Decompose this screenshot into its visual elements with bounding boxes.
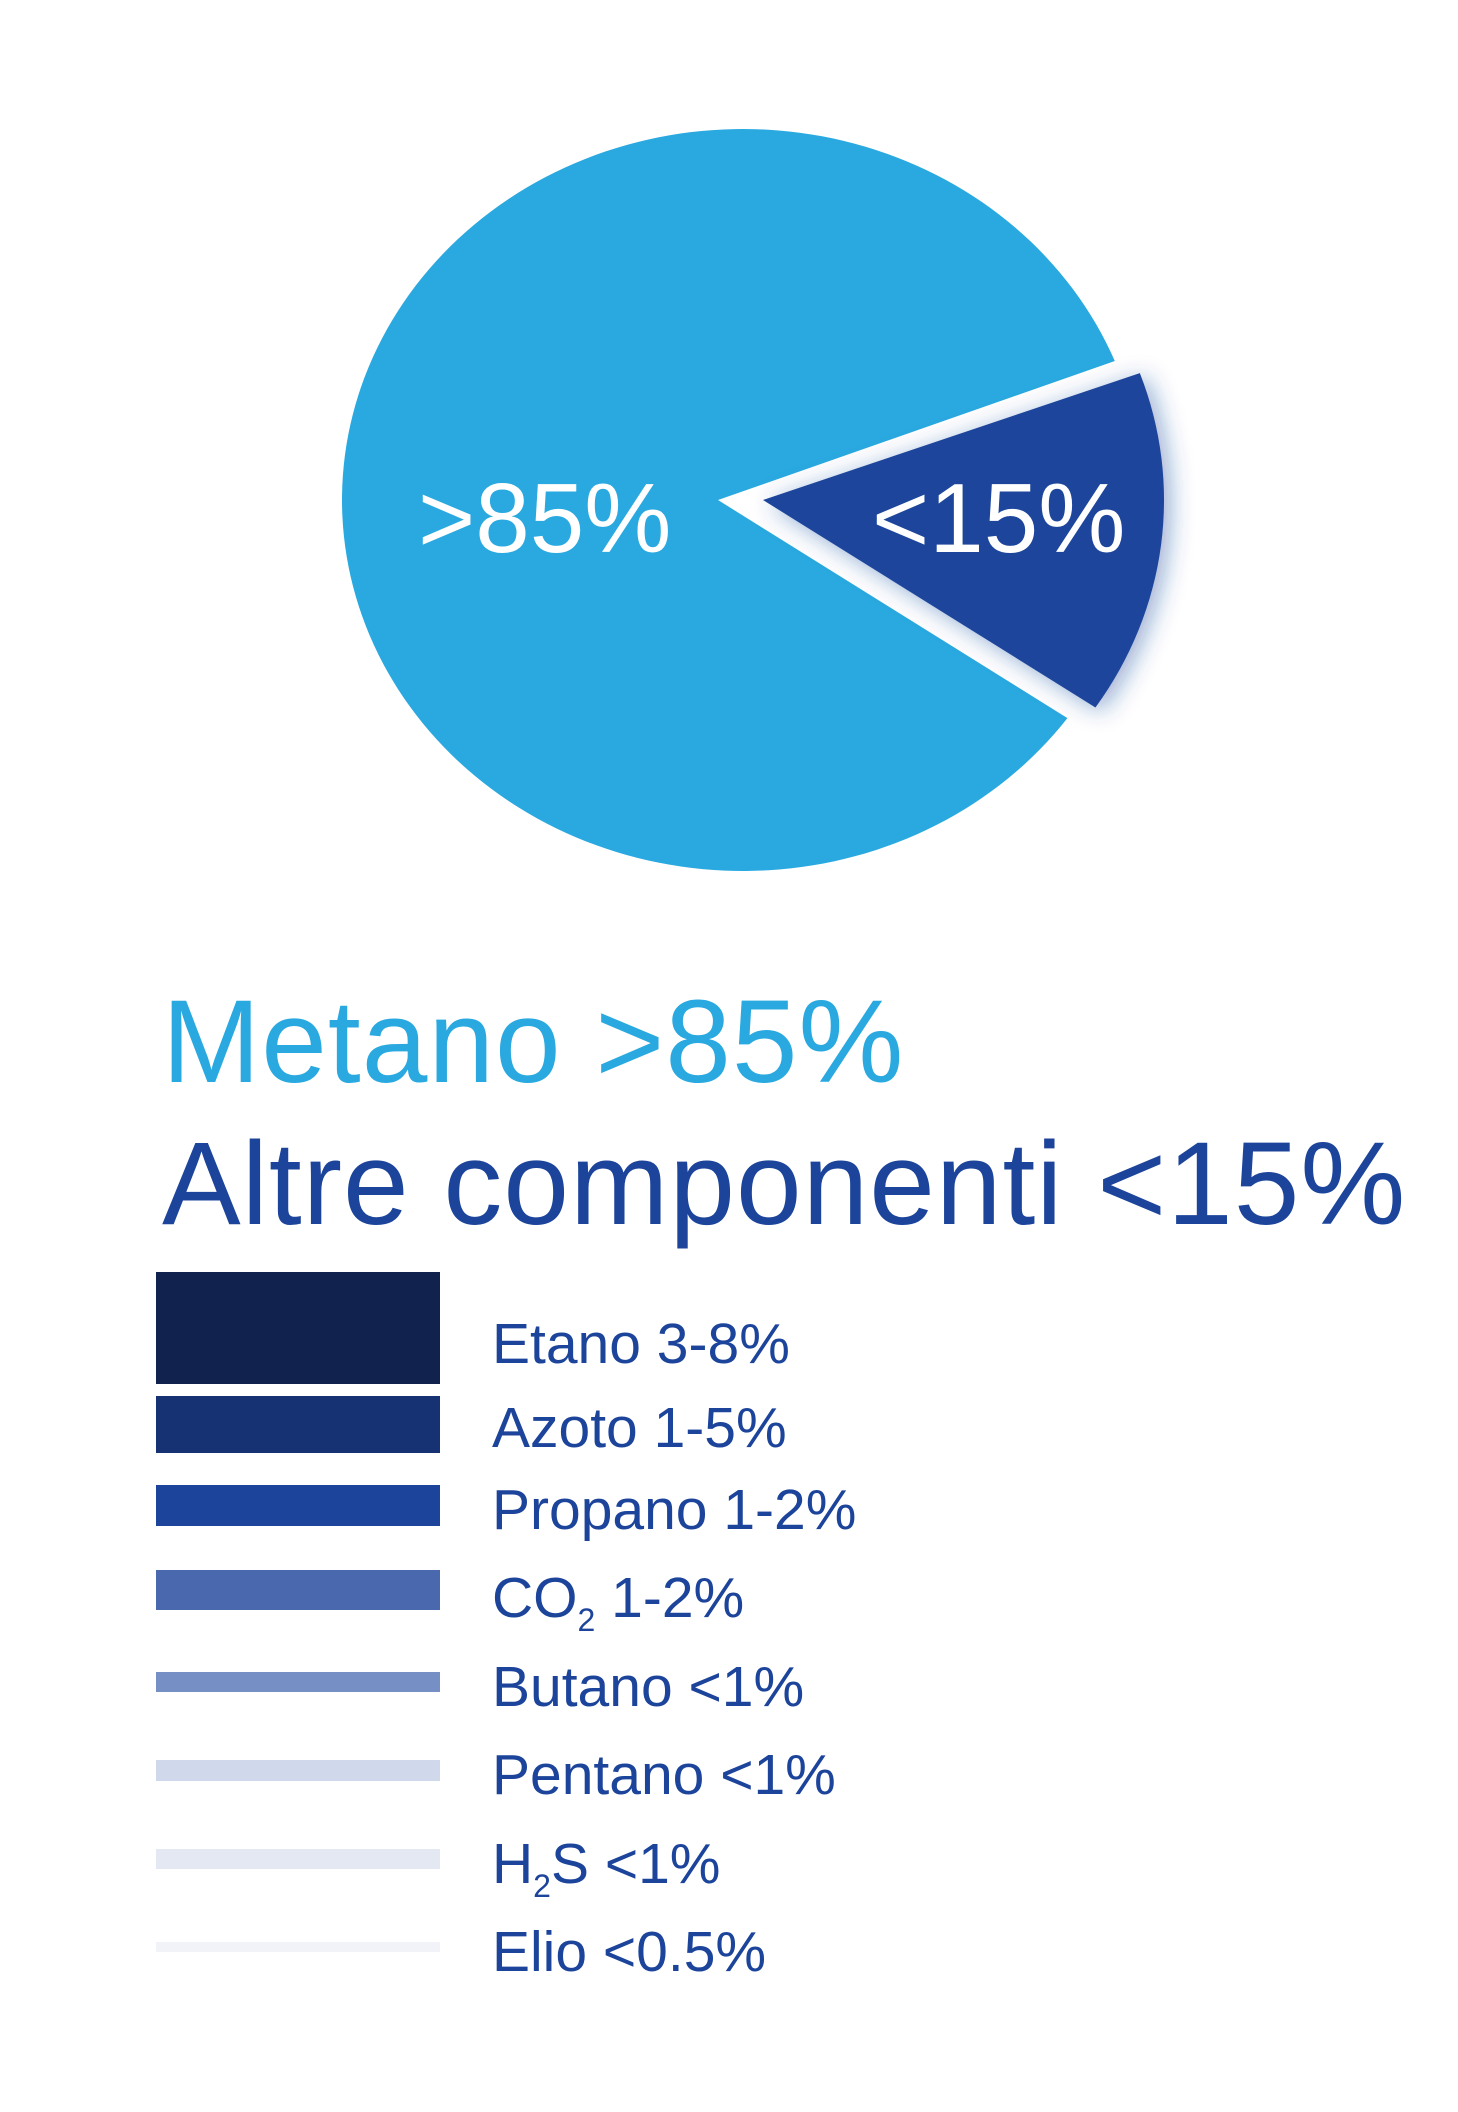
legend-label: Butano <1% [492, 1659, 804, 1716]
legend-label: Pentano <1% [492, 1747, 836, 1804]
legend-swatch [156, 1849, 440, 1869]
legend-swatch [156, 1272, 440, 1384]
pie-slice-metano [341, 128, 1115, 871]
legend-label: Azoto 1-5% [492, 1400, 787, 1457]
legend-label-value: 3-8% [640, 1312, 790, 1376]
legend-label-value: 1-2% [595, 1566, 745, 1630]
legend-label-value: S <1% [550, 1832, 721, 1896]
legend-label: CO2 1-2% [492, 1570, 744, 1637]
pie-label-metano: >85% [418, 463, 671, 573]
legend-label-name: Butano [492, 1655, 673, 1719]
legend-swatch [156, 1396, 440, 1453]
legend-label-value: <1% [672, 1655, 805, 1719]
legend-label: H2S <1% [492, 1836, 721, 1903]
legend-label-value: 1-2% [707, 1478, 857, 1542]
legend-label: Etano 3-8% [492, 1316, 790, 1373]
legend-label-name: Propano [492, 1478, 708, 1542]
heading-metano: Metano >85% [162, 976, 905, 1108]
pie-slice-altre-componenti [763, 373, 1165, 708]
legend-label-value: <1% [704, 1743, 836, 1807]
legend-swatch [156, 1760, 440, 1781]
legend-label-name: CO [492, 1566, 578, 1630]
legend-label-name: Etano [492, 1312, 641, 1376]
legend-swatch [156, 1942, 440, 1952]
pie-label-altre: <15% [872, 463, 1125, 573]
legend-label-subscript: 2 [577, 1602, 596, 1638]
legend-swatch [156, 1570, 440, 1610]
legend-swatch [156, 1485, 440, 1526]
legend-label-value: <0.5% [587, 1920, 767, 1984]
legend-label-subscript: 2 [533, 1868, 551, 1904]
legend-label-name: H [492, 1832, 534, 1896]
legend-label-name: Pentano [492, 1743, 705, 1807]
legend-label-name: Azoto [492, 1396, 638, 1460]
heading-altre-componenti: Altre componenti <15% [162, 1118, 1407, 1250]
legend-label-value: 1-5% [637, 1396, 787, 1460]
legend-label: Elio <0.5% [492, 1924, 766, 1981]
legend-swatch [156, 1672, 440, 1692]
legend-label-name: Elio [492, 1920, 588, 1984]
legend-label: Propano 1-2% [492, 1482, 856, 1539]
